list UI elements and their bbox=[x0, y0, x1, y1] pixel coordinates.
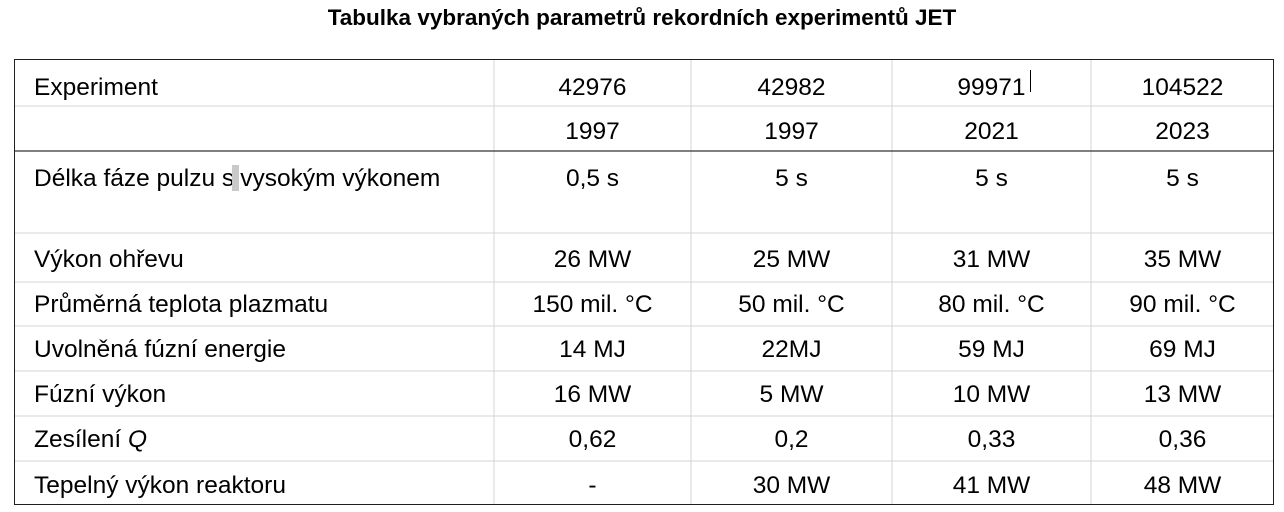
year-cell[interactable]: 2021 bbox=[964, 118, 1019, 145]
row-label: Fúzní výkon bbox=[34, 381, 167, 408]
row-label-part: vysokým výkonem bbox=[240, 165, 441, 192]
table-cell[interactable]: 80 mil. °C bbox=[938, 291, 1045, 318]
row-label-part: Délka fáze pulzu s bbox=[34, 165, 235, 192]
table-cell[interactable]: 26 MW bbox=[553, 246, 632, 273]
year-cell[interactable]: 1997 bbox=[764, 118, 819, 145]
selection-highlight bbox=[232, 165, 240, 191]
table-cell[interactable]: 48 MW bbox=[1143, 472, 1222, 499]
row-label-symbol: Q bbox=[127, 426, 148, 453]
table-cell[interactable]: 41 MW bbox=[952, 472, 1031, 499]
table-cell[interactable]: 35 MW bbox=[1143, 246, 1222, 273]
experiment-id-cell[interactable]: 99971 bbox=[957, 74, 1026, 101]
table-cell[interactable]: 150 mil. °C bbox=[532, 291, 653, 318]
row-label: Tepelný výkon reaktoru bbox=[34, 472, 286, 499]
row-label: Uvolněná fúzní energie bbox=[34, 336, 286, 363]
table-cell[interactable]: 0,62 bbox=[568, 426, 617, 453]
table-cell[interactable]: 50 mil. °C bbox=[738, 291, 845, 318]
table-cell[interactable]: 5 s bbox=[775, 165, 808, 192]
row-label-part: Zesílení bbox=[34, 426, 128, 453]
table-cell[interactable]: 31 MW bbox=[952, 246, 1031, 273]
row-label: Výkon ohřevu bbox=[34, 246, 184, 273]
row-label: Průměrná teplota plazmatu bbox=[34, 291, 329, 318]
table-cell[interactable]: 0,36 bbox=[1158, 426, 1207, 453]
experiment-id-cell[interactable]: 42982 bbox=[757, 74, 826, 101]
table-cell[interactable]: 5 s bbox=[975, 165, 1008, 192]
experiment-id-cell[interactable]: 42976 bbox=[558, 74, 627, 101]
table-cell[interactable]: 5 s bbox=[1166, 165, 1199, 192]
year-cell[interactable]: 1997 bbox=[565, 118, 620, 145]
row-label: Experiment bbox=[34, 74, 158, 101]
experiment-id-cell[interactable]: 104522 bbox=[1141, 74, 1224, 101]
table-cell[interactable]: 69 MJ bbox=[1149, 336, 1216, 363]
table-cell[interactable]: 59 MJ bbox=[958, 336, 1025, 363]
table-cell[interactable]: - bbox=[588, 472, 597, 499]
table-cell[interactable]: 13 MW bbox=[1143, 381, 1222, 408]
text-cursor bbox=[1030, 70, 1031, 92]
table-cell[interactable]: 14 MJ bbox=[559, 336, 626, 363]
table-cell[interactable]: 22MJ bbox=[761, 336, 822, 363]
table-cell[interactable]: 16 MW bbox=[553, 381, 632, 408]
year-cell[interactable]: 2023 bbox=[1155, 118, 1210, 145]
table-cell[interactable]: 10 MW bbox=[952, 381, 1031, 408]
table-cell[interactable]: 0,5 s bbox=[565, 165, 620, 192]
table-title: Tabulka vybraných parametrů rekordních e… bbox=[327, 5, 957, 30]
table-cell[interactable]: 90 mil. °C bbox=[1129, 291, 1236, 318]
row-label: Délka fáze pulzu s vysokým výkonem bbox=[34, 165, 440, 193]
table-cell[interactable]: 25 MW bbox=[752, 246, 831, 273]
row-label: Zesílení Q bbox=[34, 426, 147, 454]
table-cell[interactable]: 30 MW bbox=[752, 472, 831, 499]
data-table bbox=[14, 59, 1274, 505]
table-cell[interactable]: 0,2 bbox=[774, 426, 809, 453]
table-cell[interactable]: 5 MW bbox=[759, 381, 824, 408]
table-cell[interactable]: 0,33 bbox=[967, 426, 1016, 453]
